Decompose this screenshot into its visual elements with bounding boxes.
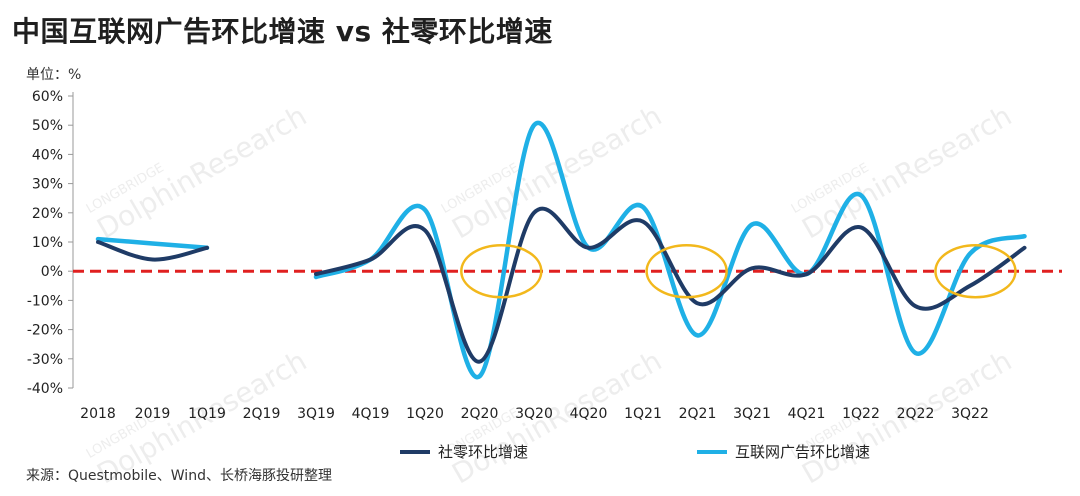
legend-label: 社零环比增速	[438, 443, 528, 461]
x-tick-label: 2018	[80, 406, 116, 422]
x-tick-label: 4Q21	[788, 406, 826, 422]
unit-label: 单位：%	[26, 67, 82, 83]
y-tick-label: -40%	[27, 381, 63, 397]
y-tick-label: 20%	[32, 206, 63, 222]
y-tick-label: 0%	[41, 264, 63, 280]
watermark-main-text: DolphinResearch	[796, 99, 1017, 246]
highlight-circle	[460, 243, 543, 299]
x-tick-label: 2Q19	[243, 406, 281, 422]
highlight-circle	[934, 243, 1017, 299]
y-tick-label: -20%	[27, 323, 63, 339]
x-tick-label: 3Q19	[297, 406, 335, 422]
watermark-main-text: DolphinResearch	[446, 99, 667, 246]
axis-layer: 60% 50% 40% 30% 20% 10% 0% -10% -20% -30% -40% 2018…	[27, 89, 989, 422]
x-tick-label: 1Q20	[406, 406, 444, 422]
highlight-layer	[460, 243, 1017, 299]
series-retail	[96, 206, 1027, 364]
y-tick-label: 60%	[32, 89, 63, 105]
chart-title: 中国互联网广告环比增速 vs 社零环比增速	[12, 15, 553, 48]
legend-label: 互联网广告环比增速	[735, 443, 870, 461]
y-tick-label: 50%	[32, 118, 63, 134]
x-tick-label: 1Q21	[624, 406, 662, 422]
series-line-segment	[314, 206, 1027, 364]
x-tick-label: 2Q21	[679, 406, 717, 422]
x-tick-label: 3Q22	[951, 406, 989, 422]
x-tick-label: 4Q20	[570, 406, 608, 422]
x-tick-label: 3Q20	[515, 406, 553, 422]
y-tick-label: -10%	[27, 293, 63, 309]
highlight-circle	[645, 243, 728, 299]
series-layer	[95, 120, 1027, 380]
legend-item-internet-ads: 互联网广告环比增速	[697, 443, 870, 461]
y-tick-label: 40%	[32, 147, 63, 163]
x-tick-label: 1Q22	[842, 406, 880, 422]
legend-item-retail: 社零环比增速	[400, 443, 528, 461]
legend: 社零环比增速 互联网广告环比增速	[400, 443, 870, 461]
series-line-segment	[95, 236, 210, 251]
y-tick-label: 30%	[32, 177, 63, 193]
series-line-segment	[96, 240, 209, 262]
x-tick-label: 1Q19	[188, 406, 226, 422]
y-tick-label: -30%	[27, 352, 63, 368]
x-tick-label: 3Q21	[733, 406, 771, 422]
x-tick-label: 2Q22	[897, 406, 935, 422]
x-tick-label: 4Q19	[352, 406, 390, 422]
x-tick-label: 2019	[135, 406, 171, 422]
x-tick-label: 2Q20	[461, 406, 499, 422]
watermark-main-text: DolphinResearch	[91, 99, 312, 246]
source-note: 来源：Questmobile、Wind、长桥海豚投研整理	[26, 468, 332, 484]
y-tick-label: 10%	[32, 235, 63, 251]
